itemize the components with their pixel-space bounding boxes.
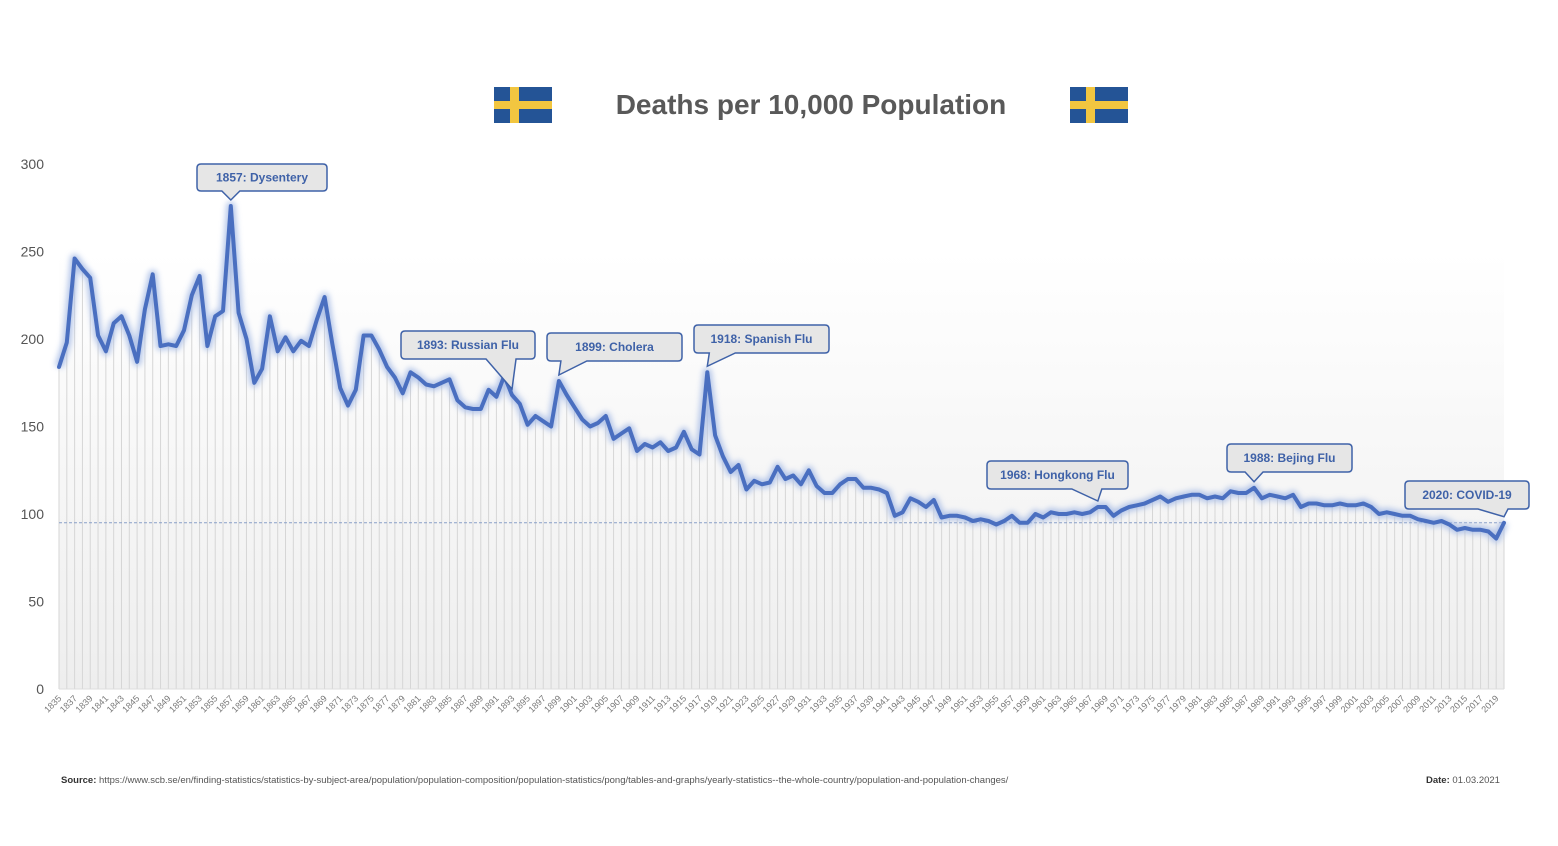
callout: 1893: Russian Flu: [400, 330, 536, 391]
date-value: 01.03.2021: [1452, 775, 1500, 786]
callout: 1918: Spanish Flu: [693, 324, 830, 368]
callout-label: 2020: COVID-19: [1422, 488, 1512, 502]
annotations: 1857: Dysentery 1893: Russian Flu 1899: Ch…: [196, 163, 1530, 518]
callout-label: 1899: Cholera: [575, 340, 654, 354]
callout: 1899: Cholera: [546, 332, 683, 377]
year-grid-bars: [58, 206, 1505, 690]
title-row: Deaths per 10,000 Population: [0, 84, 1558, 126]
sweden-flag-icon: [1070, 87, 1128, 123]
callout-box: [1404, 480, 1530, 518]
source-note: Source: https://www.scb.se/en/finding-st…: [61, 775, 1008, 786]
source-label: Source:: [61, 775, 97, 786]
source-url: https://www.scb.se/en/finding-statistics…: [99, 775, 1009, 786]
callout-label: 1918: Spanish Flu: [710, 332, 812, 346]
callout-box: [400, 330, 536, 391]
callout-label: 1968: Hongkong Flu: [1000, 468, 1115, 482]
callout: 1968: Hongkong Flu: [986, 460, 1129, 503]
x-tick-label: 2019: [1479, 693, 1500, 714]
y-tick-label: 250: [21, 244, 45, 260]
callout-box: [986, 460, 1129, 503]
y-axis: 0 50 100 150 200 250 300: [21, 156, 45, 697]
x-axis: 1835183718391841184318451847184918511853…: [42, 693, 1500, 714]
sweden-flag-icon: [494, 87, 552, 123]
y-tick-label: 0: [36, 681, 44, 697]
y-tick-label: 50: [28, 594, 44, 610]
callout-label: 1988: Bejing Flu: [1243, 451, 1335, 465]
date-note: Date: 01.03.2021: [1426, 775, 1500, 786]
callout-box: [1226, 443, 1353, 483]
y-tick-label: 100: [21, 506, 45, 522]
series-line-path: [57, 204, 1506, 541]
chart-title: Deaths per 10,000 Population: [615, 89, 1007, 120]
callout: 1857: Dysentery: [196, 163, 328, 202]
y-tick-label: 200: [21, 331, 45, 347]
y-tick-label: 150: [21, 419, 45, 435]
callout-box: [546, 332, 683, 377]
callout-label: 1893: Russian Flu: [417, 338, 519, 352]
callout-box: [196, 163, 328, 202]
callout: 1988: Bejing Flu: [1226, 443, 1353, 483]
date-label: Date:: [1426, 775, 1450, 786]
series-line: [54, 201, 1509, 543]
callout-box: [693, 324, 830, 368]
y-tick-label: 300: [21, 156, 45, 172]
callout-label: 1857: Dysentery: [216, 171, 308, 185]
callout: 2020: COVID-19: [1404, 480, 1530, 518]
